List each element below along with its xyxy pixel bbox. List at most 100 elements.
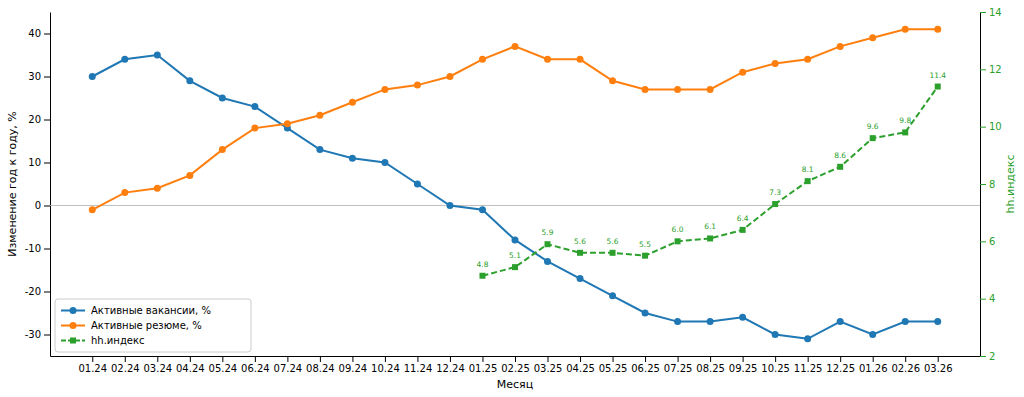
point bbox=[479, 273, 485, 279]
point bbox=[837, 164, 843, 170]
tick-label: 4 bbox=[989, 293, 995, 304]
point bbox=[804, 56, 811, 63]
point bbox=[544, 56, 551, 63]
tick: 06.25 bbox=[631, 356, 660, 374]
data-label: 8.1 bbox=[802, 165, 814, 174]
tick: 30 bbox=[28, 71, 50, 82]
point bbox=[577, 250, 583, 256]
tick-mark bbox=[980, 184, 986, 185]
point bbox=[251, 125, 258, 132]
tick-mark bbox=[980, 241, 986, 242]
point bbox=[446, 202, 453, 209]
point bbox=[154, 52, 161, 59]
tick-mark bbox=[255, 356, 256, 362]
tick-label: 6 bbox=[989, 236, 995, 247]
tick-label: 08.25 bbox=[696, 363, 725, 374]
tick-mark bbox=[980, 299, 986, 300]
tick-mark bbox=[840, 356, 841, 362]
point bbox=[219, 95, 226, 102]
tick-label: 30 bbox=[28, 71, 41, 82]
tick-mark bbox=[580, 356, 581, 362]
legend-label: hh.индекс bbox=[91, 335, 145, 346]
point bbox=[219, 146, 226, 153]
tick-mark bbox=[873, 356, 874, 362]
point bbox=[544, 258, 551, 265]
tick: 12.25 bbox=[826, 356, 855, 374]
legend-marker bbox=[70, 322, 77, 329]
tick-mark bbox=[44, 120, 50, 121]
y-axis: -30-20-10010203040 bbox=[25, 13, 51, 357]
series-line bbox=[92, 55, 937, 339]
point bbox=[837, 318, 844, 325]
point bbox=[349, 99, 356, 106]
legend: Активные вакансии, % Активные резюме, % hh… bbox=[55, 299, 251, 352]
point bbox=[186, 77, 193, 84]
point bbox=[89, 73, 96, 80]
tick-label: 10.25 bbox=[761, 363, 790, 374]
point bbox=[545, 241, 551, 247]
point bbox=[772, 201, 778, 207]
point bbox=[772, 60, 779, 67]
point bbox=[284, 120, 291, 127]
data-label: 9.6 bbox=[867, 122, 879, 131]
tick: 10.25 bbox=[761, 356, 790, 374]
tick: -20 bbox=[25, 286, 50, 297]
tick-label: 8 bbox=[989, 179, 995, 190]
tick-label: 2 bbox=[989, 351, 995, 362]
tick: 09.24 bbox=[339, 356, 368, 374]
legend-item: Активные резюме, % bbox=[61, 320, 202, 331]
tick-label: 03.24 bbox=[143, 363, 172, 374]
tick-mark bbox=[44, 34, 50, 35]
tick-mark bbox=[905, 356, 906, 362]
tick: 14 bbox=[980, 7, 1002, 18]
tick-label: 10 bbox=[28, 157, 41, 168]
point bbox=[381, 86, 388, 93]
tick-label: 01.26 bbox=[859, 363, 888, 374]
tick-label: 14 bbox=[989, 7, 1002, 18]
tick-label: 11.25 bbox=[794, 363, 823, 374]
point bbox=[186, 172, 193, 179]
tick: 03.26 bbox=[924, 356, 953, 374]
tick-label: 20 bbox=[28, 114, 41, 125]
data-label: 5.1 bbox=[509, 251, 521, 260]
tick: 12.24 bbox=[436, 356, 465, 374]
point bbox=[935, 84, 941, 90]
point bbox=[414, 82, 421, 89]
point bbox=[707, 318, 714, 325]
tick-label: -30 bbox=[25, 329, 41, 340]
tick-mark bbox=[44, 163, 50, 164]
point bbox=[316, 112, 323, 119]
tick-mark bbox=[980, 356, 986, 357]
data-label: 5.5 bbox=[639, 240, 651, 249]
data-label: 5.9 bbox=[542, 228, 554, 237]
tick: 0 bbox=[35, 200, 50, 211]
point bbox=[89, 206, 96, 213]
legend-item: Активные вакансии, % bbox=[61, 305, 211, 316]
point bbox=[349, 155, 356, 162]
chart: 01.2402.2403.2404.2405.2406.2407.2408.24… bbox=[0, 0, 1024, 397]
tick-label: 05.25 bbox=[599, 363, 628, 374]
tick: 12 bbox=[980, 64, 1002, 75]
tick-mark bbox=[352, 356, 353, 362]
tick-label: 05.24 bbox=[209, 363, 238, 374]
data-labels: 4.85.15.95.65.65.56.06.16.47.38.18.69.69… bbox=[477, 71, 947, 269]
tick: 05.25 bbox=[599, 356, 628, 374]
tick-label: 04.24 bbox=[176, 363, 205, 374]
point bbox=[642, 86, 649, 93]
tick: 01.26 bbox=[859, 356, 888, 374]
point bbox=[479, 56, 486, 63]
tick-label: 03.26 bbox=[924, 363, 953, 374]
point bbox=[675, 238, 681, 244]
legend-item: hh.индекс bbox=[61, 335, 145, 346]
tick-mark bbox=[287, 356, 288, 362]
point bbox=[870, 135, 876, 141]
tick: -30 bbox=[25, 329, 50, 340]
tick: 2 bbox=[980, 351, 995, 362]
tick-label: 12.24 bbox=[436, 363, 465, 374]
point bbox=[805, 178, 811, 184]
point bbox=[674, 318, 681, 325]
tick-label: 02.25 bbox=[501, 363, 530, 374]
tick-mark bbox=[980, 127, 986, 128]
plot-area bbox=[50, 26, 980, 343]
point bbox=[381, 159, 388, 166]
